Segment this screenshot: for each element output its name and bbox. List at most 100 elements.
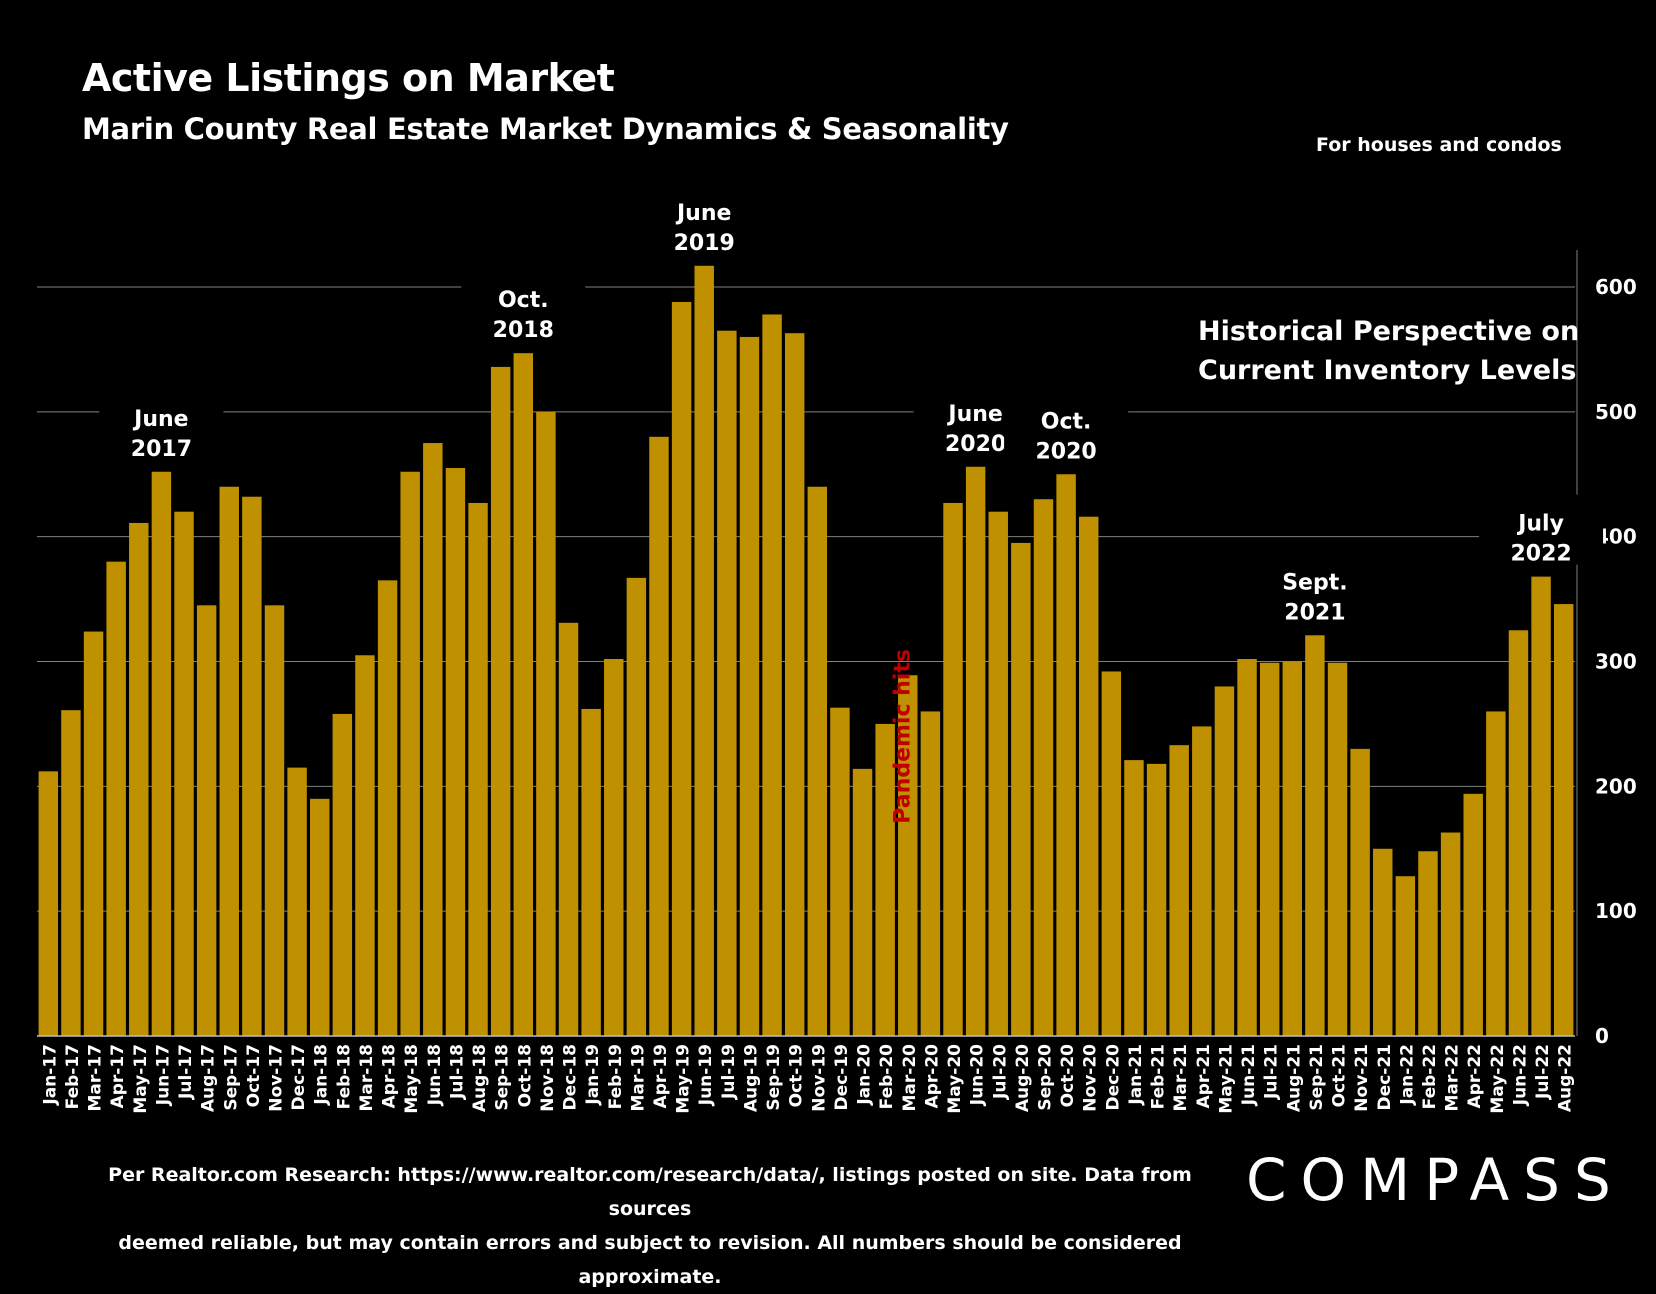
perspective-caption: Historical Perspective on Current Invent…: [1198, 316, 1580, 386]
x-tick-label: Aug-21: [1284, 1044, 1304, 1112]
bar: [694, 265, 714, 1036]
bar: [965, 466, 986, 1036]
y-tick-label: 0: [1595, 1024, 1609, 1048]
bar: [898, 675, 918, 1036]
bar: [1056, 474, 1076, 1036]
y-tick-label: 300: [1595, 650, 1637, 674]
x-tick-label: Feb-17: [63, 1044, 83, 1109]
x-tick-label: Oct-21: [1330, 1044, 1350, 1107]
x-tick-label: May-22: [1488, 1044, 1508, 1114]
x-tick-label: Jul-22: [1533, 1044, 1553, 1100]
peak-annotation: Sept.: [1282, 570, 1347, 595]
scope-note: For houses and condos: [1316, 134, 1562, 156]
y-tick-label: 200: [1595, 774, 1637, 798]
bar: [219, 486, 239, 1036]
x-tick-label: Jan-19: [583, 1044, 603, 1106]
x-tick-label: Jan-20: [855, 1044, 875, 1106]
bar: [604, 659, 624, 1036]
peak-annotation: 2018: [493, 318, 554, 343]
x-tick-label: Oct-19: [787, 1044, 807, 1107]
x-tick-label: Jul-21: [1262, 1044, 1282, 1100]
bar: [581, 708, 601, 1036]
peak-annotation: 2017: [131, 437, 192, 462]
x-tick-label: Jan-18: [312, 1044, 332, 1106]
bar: [558, 622, 579, 1036]
x-tick-label: Nov-19: [809, 1044, 829, 1112]
annotation-backdrop: [1252, 553, 1377, 624]
bar: [1124, 760, 1144, 1036]
bar: [671, 301, 692, 1037]
bar: [1146, 763, 1167, 1036]
bar: [807, 486, 828, 1036]
x-tick-label: Dec-17: [289, 1044, 309, 1110]
bar: [988, 511, 1008, 1036]
bar: [1011, 542, 1031, 1036]
x-tick-label: Jul-18: [447, 1044, 467, 1100]
x-tick-label: Oct-18: [515, 1044, 535, 1107]
peak-annotation: June: [675, 201, 731, 226]
bar: [1508, 630, 1529, 1036]
peak-annotation: 2019: [674, 231, 735, 256]
x-tick-label: Jun-20: [968, 1044, 988, 1106]
bar: [1169, 745, 1189, 1036]
bar: [287, 767, 307, 1036]
x-tick-label: Jan-21: [1126, 1044, 1146, 1106]
bar: [1078, 516, 1099, 1036]
x-tick-label: Aug-17: [199, 1044, 219, 1112]
x-tick-label: Sep-18: [493, 1044, 513, 1111]
x-tick-label: Feb-20: [877, 1044, 897, 1110]
x-tick-label: Jun-22: [1510, 1044, 1530, 1106]
x-tick-label: Aug-22: [1556, 1044, 1576, 1112]
x-tick-label: Sep-20: [1035, 1044, 1055, 1111]
annotation-backdrop: [461, 271, 586, 342]
pandemic-label: Pandemic hits: [890, 649, 915, 824]
bar: [445, 468, 466, 1037]
x-tick-label: Mar-20: [900, 1044, 920, 1112]
bar: [1305, 635, 1325, 1036]
x-tick-label: Nov-18: [538, 1044, 558, 1112]
annotation-backdrop: [1479, 494, 1604, 565]
x-tick-label: Apr-22: [1465, 1044, 1485, 1108]
bar: [739, 336, 760, 1036]
x-tick-label: Dec-20: [1103, 1044, 1123, 1111]
peak-annotation: Oct.: [498, 288, 549, 313]
y-tick-label: 100: [1595, 899, 1637, 923]
bar: [83, 631, 104, 1036]
bar: [1033, 499, 1054, 1036]
x-tick-label: Jul-17: [176, 1044, 196, 1100]
bar: [920, 711, 941, 1036]
bar: [332, 713, 353, 1036]
bar: [1531, 576, 1551, 1036]
x-tick-label: Dec-21: [1375, 1044, 1395, 1110]
x-tick-label: Sep-21: [1307, 1044, 1327, 1111]
bar: [717, 330, 737, 1037]
bar: [1350, 748, 1370, 1036]
x-tick-label: Mar-19: [628, 1044, 648, 1112]
bar: [1214, 686, 1235, 1036]
x-tick-label: Oct-17: [244, 1044, 264, 1107]
bar: [536, 411, 556, 1036]
x-tick-label: Dec-18: [561, 1044, 581, 1110]
x-tick-label: May-18: [402, 1044, 422, 1114]
bar: [626, 577, 647, 1036]
x-tick-label: Mar-18: [357, 1044, 377, 1112]
x-tick-label: Feb-21: [1149, 1044, 1169, 1109]
chart-subtitle: Marin County Real Estate Market Dynamics…: [82, 112, 1009, 146]
x-tick-label: Jul-20: [990, 1044, 1010, 1100]
x-tick-label: Apr-20: [922, 1044, 942, 1109]
x-tick-label: May-21: [1216, 1044, 1236, 1114]
x-tick-label: Feb-19: [606, 1044, 626, 1109]
bar: [1327, 662, 1348, 1036]
annotation-backdrop: [642, 183, 767, 254]
peak-annotation: June: [132, 407, 188, 432]
peak-annotation: 2022: [1510, 542, 1571, 567]
bar: [830, 707, 850, 1036]
peak-annotation: 2020: [945, 432, 1006, 457]
bar: [1259, 662, 1280, 1036]
bar: [943, 502, 963, 1036]
bar: [1282, 661, 1303, 1036]
bar: [1395, 876, 1416, 1036]
x-tick-label: Sep-17: [221, 1044, 241, 1111]
bar: [355, 655, 375, 1036]
